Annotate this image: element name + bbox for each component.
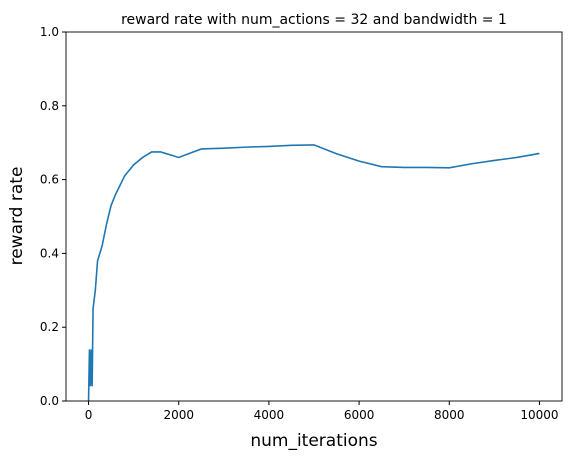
x-tick-label: 4000 [254, 408, 285, 422]
x-tick-label: 6000 [344, 408, 375, 422]
y-tick-label: 1.0 [40, 25, 59, 39]
y-tick-label: 0.0 [40, 394, 59, 408]
x-axis-label: num_iterations [250, 431, 377, 451]
y-tick-label: 0.4 [40, 246, 59, 260]
x-tick-label: 10000 [520, 408, 558, 422]
x-tick-label: 8000 [434, 408, 465, 422]
plot-frame [65, 31, 563, 402]
chart-title: reward rate with num_actions = 32 and ba… [121, 12, 507, 28]
x-tick-label: 2000 [163, 408, 194, 422]
y-tick-label: 0.2 [40, 320, 59, 334]
y-tick-label: 0.8 [40, 99, 59, 113]
x-tick-label: 0 [85, 408, 93, 422]
line-series [87, 144, 540, 402]
y-tick-label: 0.6 [40, 173, 59, 187]
y-axis-label: reward rate [7, 167, 27, 266]
